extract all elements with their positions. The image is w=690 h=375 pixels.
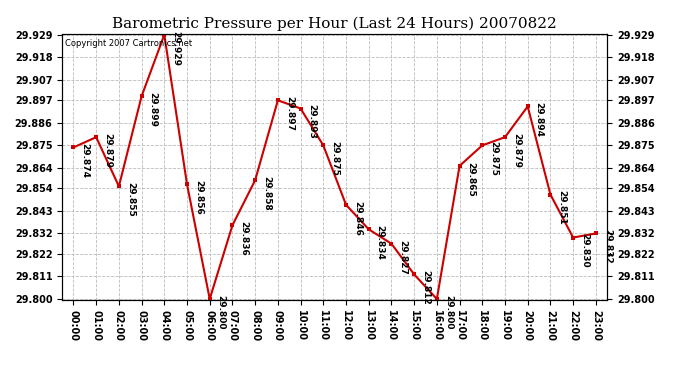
Text: 29.899: 29.899 — [148, 92, 157, 127]
Text: 29.875: 29.875 — [331, 141, 339, 176]
Text: 29.830: 29.830 — [580, 233, 589, 268]
Text: 29.832: 29.832 — [603, 229, 612, 264]
Text: 29.812: 29.812 — [421, 270, 430, 305]
Text: 29.846: 29.846 — [353, 201, 362, 236]
Text: 29.879: 29.879 — [103, 133, 112, 168]
Text: 29.893: 29.893 — [308, 104, 317, 139]
Text: 29.851: 29.851 — [558, 190, 566, 225]
Text: 29.800: 29.800 — [217, 295, 226, 329]
Text: 29.800: 29.800 — [444, 295, 453, 329]
Title: Barometric Pressure per Hour (Last 24 Hours) 20070822: Barometric Pressure per Hour (Last 24 Ho… — [112, 17, 557, 31]
Text: 29.897: 29.897 — [285, 96, 294, 131]
Text: 29.874: 29.874 — [81, 143, 90, 178]
Text: 29.875: 29.875 — [489, 141, 498, 176]
Text: 29.858: 29.858 — [262, 176, 271, 211]
Text: 29.836: 29.836 — [239, 221, 248, 256]
Text: 29.894: 29.894 — [535, 102, 544, 137]
Text: 29.834: 29.834 — [375, 225, 384, 260]
Text: Copyright 2007 Cartronics.net: Copyright 2007 Cartronics.net — [65, 39, 192, 48]
Text: 29.855: 29.855 — [126, 182, 135, 217]
Text: 29.865: 29.865 — [466, 162, 475, 196]
Text: 29.929: 29.929 — [171, 31, 180, 66]
Text: 29.879: 29.879 — [512, 133, 521, 168]
Text: 29.856: 29.856 — [194, 180, 203, 215]
Text: 29.827: 29.827 — [398, 240, 407, 274]
